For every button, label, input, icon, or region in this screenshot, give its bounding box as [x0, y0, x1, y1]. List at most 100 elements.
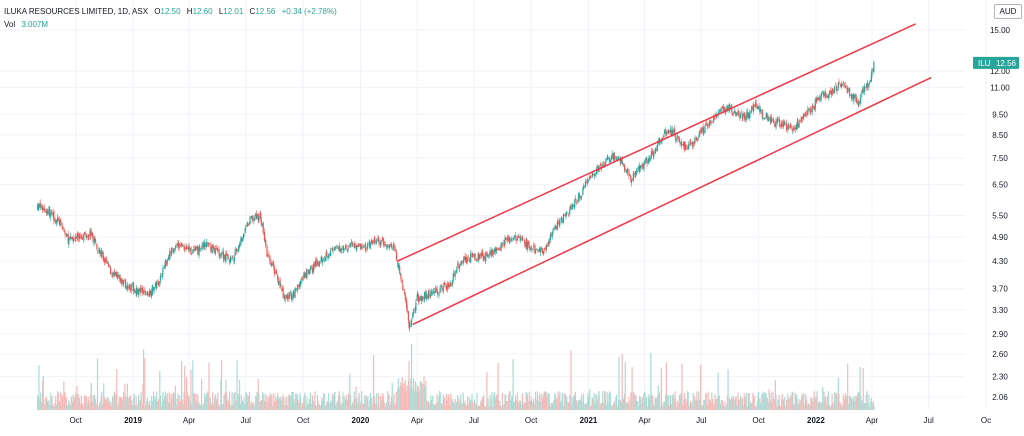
- candle-body: [650, 157, 652, 160]
- volume-bar: [772, 391, 774, 410]
- volume-bar: [460, 405, 462, 410]
- candle-body: [387, 245, 389, 247]
- volume-bar: [425, 405, 428, 410]
- volume-bar: [871, 403, 873, 410]
- volume-bar: [521, 404, 523, 410]
- volume-bar: [554, 393, 556, 410]
- candle-body: [567, 212, 569, 214]
- candle-body: [90, 232, 92, 237]
- candle-body: [686, 146, 689, 149]
- volume-bar: [560, 401, 562, 410]
- volume-bar: [739, 395, 742, 410]
- candle-body: [50, 212, 52, 218]
- volume-bar: [246, 393, 248, 410]
- volume-bar: [445, 406, 447, 410]
- volume-bar: [98, 404, 100, 410]
- volume-bar: [830, 404, 833, 410]
- volume-bar: [863, 402, 866, 410]
- candle-body: [530, 248, 532, 250]
- candle-body: [85, 233, 87, 235]
- candle-body: [775, 120, 777, 128]
- candle-body: [707, 124, 709, 127]
- volume-bar: [497, 363, 499, 410]
- volume-bar: [40, 392, 42, 410]
- candle-body: [698, 130, 700, 137]
- candle-body: [779, 120, 781, 127]
- volume-bar: [703, 399, 705, 410]
- volume-bar: [157, 401, 159, 410]
- candle-body: [360, 247, 362, 249]
- candle-body: [196, 246, 198, 249]
- candle-body: [90, 231, 92, 236]
- candle-body: [836, 88, 838, 91]
- volume-bar: [371, 397, 373, 410]
- volume-bar: [790, 395, 792, 410]
- candle-body: [759, 109, 762, 112]
- volume-bar: [219, 406, 221, 410]
- candle-body: [870, 74, 872, 82]
- candle-body: [220, 254, 223, 255]
- volume-bar: [539, 392, 541, 410]
- candle-body: [121, 278, 123, 285]
- candle-body: [118, 274, 120, 277]
- volume-bar: [537, 401, 539, 410]
- volume-bar: [338, 391, 340, 410]
- candle-body: [833, 86, 836, 91]
- volume-bar: [765, 392, 767, 410]
- volume-bar: [502, 405, 504, 410]
- candle-body: [228, 259, 231, 262]
- volume-bar: [868, 406, 871, 410]
- candle-body: [100, 251, 102, 256]
- candle-body: [68, 239, 70, 245]
- candle-body: [515, 237, 517, 241]
- last-price-tag-value: 12.56: [996, 59, 1017, 68]
- candle-body: [319, 262, 321, 264]
- volume-bar: [295, 393, 297, 410]
- volume-bar: [268, 396, 271, 410]
- volume-bar: [825, 397, 827, 410]
- volume-bar: [341, 403, 343, 410]
- candle-body: [53, 211, 55, 222]
- candle-body: [812, 106, 814, 108]
- volume-bar: [197, 394, 199, 410]
- volume-bar: [569, 401, 572, 410]
- volume-bar: [270, 394, 272, 410]
- candle-body: [763, 118, 765, 119]
- volume-bar: [619, 400, 621, 410]
- volume-bar: [695, 400, 697, 410]
- volume-bar: [844, 393, 846, 410]
- volume-bar: [744, 401, 746, 410]
- candle-body: [488, 253, 491, 255]
- volume-bar: [53, 406, 55, 410]
- volume-bar: [410, 378, 412, 410]
- volume-bar: [245, 391, 247, 410]
- candle-body: [139, 288, 142, 293]
- candle-body: [175, 245, 177, 248]
- candle-body: [151, 293, 153, 297]
- candle-body: [800, 117, 803, 122]
- candle-body: [364, 243, 367, 251]
- candle-body: [691, 143, 693, 144]
- volume-bar: [721, 400, 724, 410]
- volume-bar: [522, 404, 524, 410]
- candle-body: [141, 287, 143, 291]
- currency-button[interactable]: AUD: [994, 4, 1022, 19]
- volume-label: Vol: [4, 20, 16, 29]
- volume-bar: [360, 401, 362, 410]
- candle-body: [505, 237, 507, 240]
- candle-body: [48, 208, 50, 215]
- candle-body: [155, 283, 157, 289]
- volume-bar: [393, 393, 395, 410]
- volume-bar: [843, 399, 846, 410]
- volume-bar: [718, 395, 720, 410]
- candle-body: [618, 157, 620, 160]
- candle-body: [743, 113, 745, 117]
- candle-body: [633, 172, 635, 175]
- volume-bar: [404, 390, 406, 410]
- volume-bar: [604, 392, 606, 410]
- volume-bar: [286, 396, 288, 410]
- volume-bar: [594, 403, 596, 410]
- candle-body: [342, 246, 344, 251]
